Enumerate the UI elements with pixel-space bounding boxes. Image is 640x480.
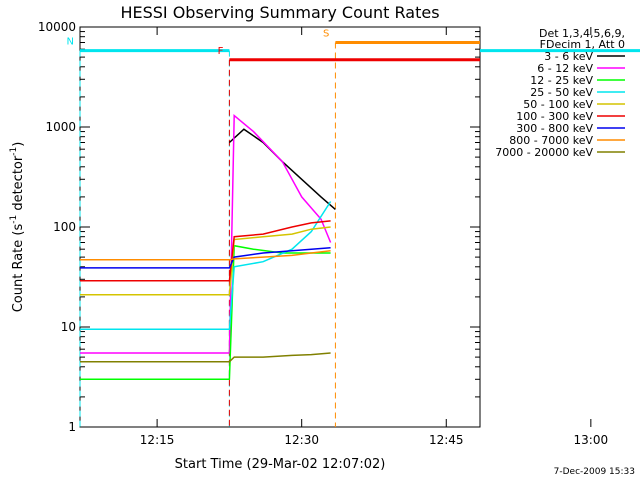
legend-label: 50 - 100 keV [523, 98, 593, 111]
svg-text:Count Rate (s-1 detector-1): Count Rate (s-1 detector-1) [9, 142, 26, 313]
plot-frame [79, 26, 481, 428]
y-axis-label-sup1: -1 [9, 215, 19, 224]
legend-label: 6 - 12 keV [537, 62, 593, 75]
y-tick-label: 10 [61, 320, 76, 334]
legend-label: 100 - 300 keV [516, 110, 593, 123]
footer-date: 7-Dec-2009 15:33 [554, 467, 635, 477]
x-tick-label: 12:15 [140, 433, 175, 447]
legend-header: FDecim 1, Att 0 [540, 38, 625, 51]
y-axis-label: Count Rate (s-1 detector-1) [9, 142, 26, 313]
y-axis-label-sup2: -1 [9, 147, 19, 156]
legend-label: 3 - 6 keV [544, 50, 593, 63]
series-line [80, 201, 332, 330]
series-line [80, 226, 331, 296]
series-line [80, 247, 331, 269]
legend-label: 25 - 50 keV [530, 86, 593, 99]
x-tick-label: 12:30 [284, 433, 319, 447]
flag-label: F [218, 46, 224, 57]
series-line [80, 352, 331, 363]
y-tick-label: 100 [53, 220, 76, 234]
series-line [80, 244, 331, 381]
legend-label: 12 - 25 keV [530, 74, 593, 87]
legend-label: 800 - 7000 keV [509, 134, 593, 147]
legend: Det 1,3,4,5,6,9,FDecim 1, Att 03 - 6 keV… [495, 27, 625, 159]
legend-label: 300 - 800 keV [516, 122, 593, 135]
flag-label: N [67, 37, 74, 48]
series-line [80, 220, 331, 282]
x-tick-label: 13:00 [574, 433, 609, 447]
y-tick-label: 10000 [38, 20, 76, 34]
flag-label: S [323, 28, 329, 39]
chart-title: HESSI Observing Summary Count Rates [120, 3, 439, 22]
y-tick-label: 1 [68, 420, 76, 434]
series-line [228, 128, 336, 210]
x-axis-label: Start Time (29-Mar-02 12:07:02) [175, 457, 386, 472]
y-axis-label-main: Count Rate (s [11, 224, 26, 313]
y-axis-label-mid: detector [11, 155, 26, 215]
legend-header: Det 1,3,4,5,6,9, [539, 27, 625, 40]
y-tick-label: 1000 [45, 120, 76, 134]
y-axis-label-end: ) [11, 142, 26, 147]
x-tick-label: 12:45 [429, 433, 464, 447]
legend-label: 7000 - 20000 keV [495, 146, 593, 159]
series-line [80, 249, 331, 261]
